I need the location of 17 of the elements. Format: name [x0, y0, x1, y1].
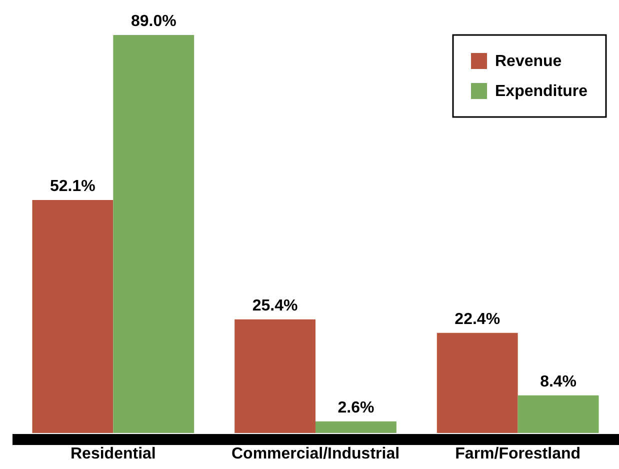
- data-label: 2.6%: [338, 399, 374, 416]
- x-tick-label: Residential: [70, 446, 156, 462]
- bar: [234, 319, 316, 433]
- data-label: 22.4%: [454, 310, 500, 328]
- bar: [518, 395, 599, 433]
- data-label: 25.4%: [252, 297, 298, 314]
- legend-label: Revenue: [495, 53, 562, 70]
- bar: [316, 421, 396, 433]
- x-tick-label: Farm/Forestland: [455, 446, 581, 462]
- bar: [436, 332, 518, 433]
- x-tick-label: Commercial/Industrial: [231, 446, 400, 462]
- data-label: 8.4%: [540, 373, 577, 390]
- legend-label: Expenditure: [495, 83, 588, 100]
- bar: [113, 35, 194, 433]
- data-label: 52.1%: [50, 178, 96, 196]
- data-label: 89.0%: [130, 13, 176, 30]
- bar: [32, 200, 114, 433]
